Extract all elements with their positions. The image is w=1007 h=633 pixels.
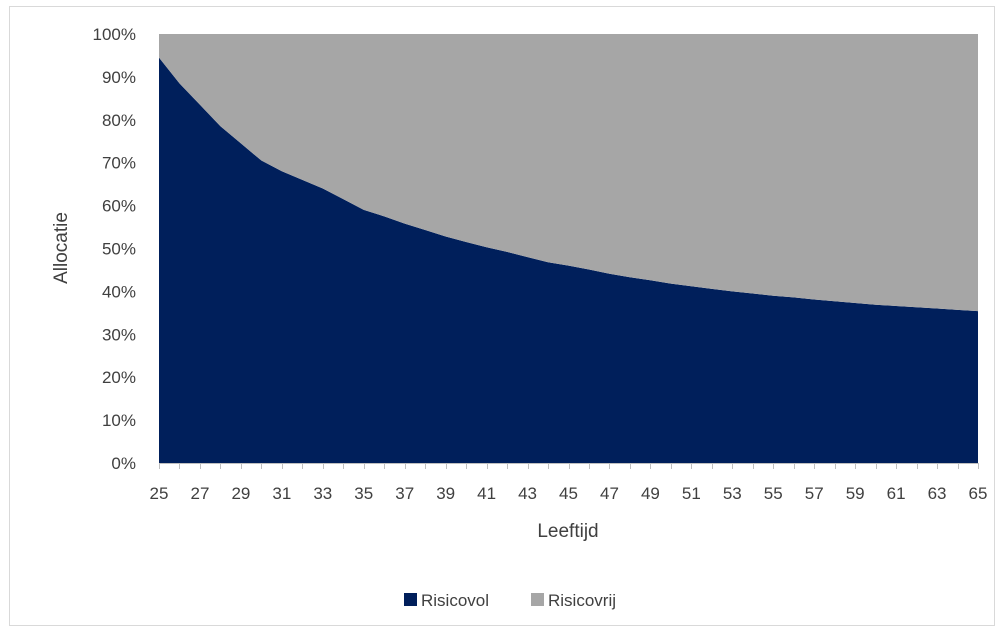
y-tick-label: 50%: [102, 240, 136, 259]
y-tick-label: 60%: [102, 197, 136, 216]
y-tick-label: 70%: [102, 154, 136, 173]
x-tick-label: 43: [518, 484, 537, 503]
y-tick-label: 20%: [102, 368, 136, 387]
legend-label-risicovrij: Risicovrij: [548, 591, 616, 610]
x-tick-label: 57: [805, 484, 824, 503]
chart-areas: [159, 34, 978, 463]
y-tick-label: 80%: [102, 111, 136, 130]
y-axis-title: Allocatie: [51, 212, 72, 284]
y-tick-label: 40%: [102, 282, 136, 301]
area-series-risicovrij: [159, 34, 978, 312]
area-series-risicovol: [159, 57, 978, 463]
x-tick-label: 55: [764, 484, 783, 503]
legend-label-risicovol: Risicovol: [421, 591, 489, 610]
x-tick-label: 53: [723, 484, 742, 503]
y-tick-label: 100%: [93, 25, 136, 44]
x-tick-label: 25: [150, 484, 169, 503]
y-tick-label: 0%: [111, 454, 136, 473]
x-tick-label: 35: [354, 484, 373, 503]
x-tick-label: 45: [559, 484, 578, 503]
x-tick-label: 27: [190, 484, 209, 503]
x-tick-label: 61: [887, 484, 906, 503]
x-tick-label: 33: [313, 484, 332, 503]
y-tick-labels: 0% 10% 20% 30% 40% 50% 60% 70% 80% 90% 100%: [93, 25, 136, 473]
x-tick-label: 49: [641, 484, 660, 503]
x-tick-label: 37: [395, 484, 414, 503]
y-tick-label: 10%: [102, 411, 136, 430]
legend-swatch-risicovrij: [531, 593, 544, 606]
chart-axes: [159, 463, 979, 469]
x-axis-title: Leeftijd: [537, 521, 598, 542]
x-tick-labels: 25 27 29 31 33 35 37 39 41 43 45 47 49 51 53 55 57 59 61 63…: [150, 484, 988, 503]
chart-legend: Risicovol Risicovrij: [404, 591, 616, 610]
x-tick-label: 63: [928, 484, 947, 503]
x-tick-label: 31: [272, 484, 291, 503]
x-tick-label: 47: [600, 484, 619, 503]
x-tick-label: 51: [682, 484, 701, 503]
y-tick-label: 30%: [102, 325, 136, 344]
x-tick-label: 59: [846, 484, 865, 503]
x-tick-label: 29: [231, 484, 250, 503]
x-tick-label: 39: [436, 484, 455, 503]
y-tick-label: 90%: [102, 68, 136, 87]
x-tick-label: 65: [969, 484, 988, 503]
legend-swatch-risicovol: [404, 593, 417, 606]
x-tick-label: 41: [477, 484, 496, 503]
